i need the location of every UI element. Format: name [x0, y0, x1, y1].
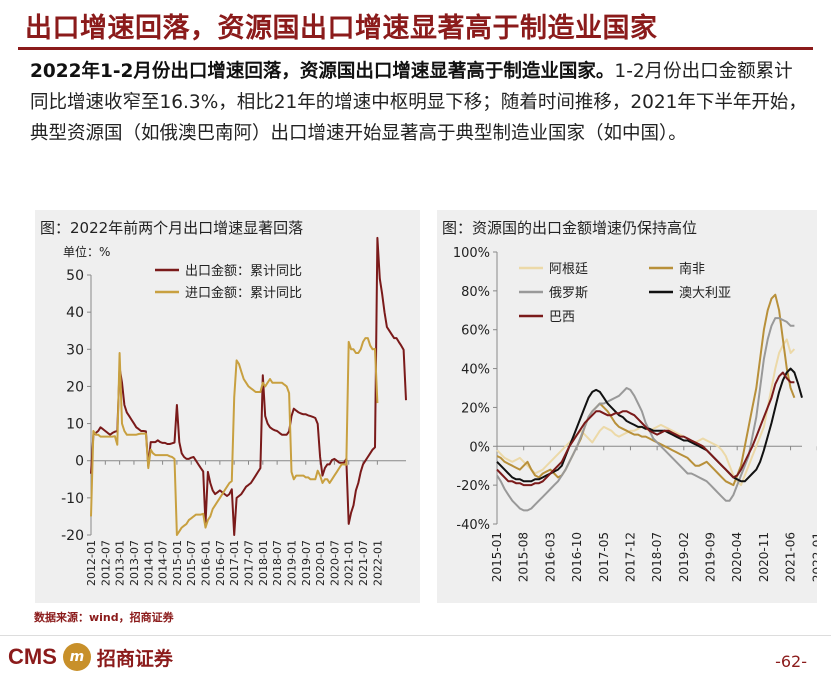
- legend-label: 澳大利亚: [679, 285, 731, 301]
- y-tick-label: -40%: [456, 518, 490, 533]
- summary-body: 1-2月份出口金额累计同比增速收窄至16.3%，相比21年的增速中枢明显下移；随…: [30, 61, 807, 144]
- series-line-2: [90, 337, 379, 536]
- x-tick-label: 2020-07: [328, 540, 341, 586]
- chart-panel-export-import: 图：2022年前两个月出口增速显著回落 单位：% 50 40 30 20 10 0 -10 -…: [35, 210, 420, 603]
- logo-chinese-name: 招商证券: [96, 647, 173, 670]
- x-tick-label: 2018-07: [650, 532, 664, 582]
- y-tick-label: -10: [61, 491, 84, 507]
- x-tick-label: 2019-09: [704, 532, 718, 582]
- footer-divider: [0, 635, 831, 636]
- y-tick-label: 20: [66, 379, 84, 395]
- y-tick-label: 50: [66, 268, 84, 284]
- legend-label: 出口金额：累计同比: [185, 263, 302, 279]
- y-tick-label: 100%: [453, 246, 490, 261]
- y-tick-label: 40: [66, 305, 84, 321]
- y-tick-label: 80%: [461, 285, 490, 300]
- y-tick-label: 0: [75, 454, 84, 470]
- summary-lead: 2022年1-2月份出口增速回落，资源国出口增速显著高于制造业国家。: [30, 61, 615, 82]
- x-tick-label: 2021-06: [784, 532, 798, 582]
- series-line-1: [496, 338, 796, 487]
- x-tick-label: 2017-01: [228, 540, 241, 586]
- x-tick-label: 2016-10: [570, 532, 584, 582]
- x-tick-label: 2012-01: [85, 540, 98, 586]
- x-tick-label: 2014-01: [142, 540, 155, 586]
- chart-title: 图：资源国的出口金额增速仍保持高位: [442, 219, 698, 237]
- series-line-3: [496, 317, 795, 512]
- x-tick-label: 2015-01: [171, 540, 184, 586]
- x-tick-label: 2017-12: [623, 532, 637, 582]
- y-tick-label: 60%: [461, 324, 490, 339]
- x-tick-label: 2018-07: [271, 540, 284, 586]
- legend-label: 阿根廷: [549, 262, 588, 277]
- x-tick-label: 2021-07: [357, 540, 370, 586]
- chart-panel-resource-countries: 图：资源国的出口金额增速仍保持高位 100% 80% 60% 40% 20% 0% -20%…: [437, 210, 817, 603]
- x-tick-label: 2013-01: [114, 540, 127, 586]
- chart-unit-label: 单位：%: [63, 245, 111, 259]
- x-tick-label: 2017-05: [597, 532, 611, 582]
- x-tick-label: 2019-01: [285, 540, 298, 586]
- x-tick-label: 2020-04: [730, 532, 744, 582]
- x-tick-label: 2018-01: [257, 540, 270, 586]
- summary-paragraph: 2022年1-2月份出口增速回落，资源国出口增速显著高于制造业国家。1-2月份出…: [30, 56, 810, 149]
- legend-label: 巴西: [549, 310, 575, 325]
- x-tick-label: 2020-01: [314, 540, 327, 586]
- brand-logo: CMS m 招商证券: [8, 642, 173, 672]
- x-tick-label: 2016-07: [214, 540, 227, 586]
- x-tick-label: 2016-03: [543, 532, 557, 582]
- legend-label: 俄罗斯: [549, 286, 588, 301]
- y-tick-label: 40%: [461, 363, 490, 378]
- x-tick-label: 2013-07: [128, 540, 141, 586]
- page-title: 出口增速回落，资源国出口增速显著高于制造业国家: [25, 13, 658, 44]
- y-tick-label: -20: [61, 528, 84, 544]
- x-tick-label: 2016-01: [200, 540, 213, 586]
- logo-text: CMS: [8, 644, 57, 669]
- x-tick-label: 2020-11: [757, 532, 771, 582]
- x-tick-label: 2021-01: [343, 540, 356, 586]
- x-tick-label: 2015-08: [517, 532, 531, 582]
- logo-emblem-icon: m: [62, 643, 91, 671]
- x-tick-label: 2022-01: [810, 532, 817, 582]
- chart-title: 图：2022年前两个月出口增速显著回落: [40, 219, 304, 237]
- y-tick-label: -20%: [456, 479, 490, 494]
- x-tick-label: 2015-01: [490, 532, 504, 582]
- line-chart-resource-countries: 100% 80% 60% 40% 20% 0% -20% -40%2015-01 2015-08…: [453, 246, 817, 582]
- x-tick-label: 2014-07: [157, 540, 170, 586]
- data-source-note: 数据来源：wind，招商证券: [34, 611, 174, 624]
- y-tick-label: 30: [66, 342, 84, 358]
- page-number: -62-: [775, 652, 807, 671]
- y-tick-label: 20%: [461, 401, 490, 416]
- y-tick-label: 10: [66, 417, 84, 433]
- x-tick-label: 2019-02: [677, 532, 691, 582]
- series-line-5: [496, 371, 795, 487]
- legend-label: 进口金额：累计同比: [185, 285, 302, 301]
- x-tick-label: 2017-07: [243, 540, 256, 586]
- y-tick-label: 0%: [469, 440, 490, 455]
- series-line-2: [496, 293, 796, 487]
- x-tick-label: 2019-07: [300, 540, 313, 586]
- x-tick-label: 2012-07: [99, 540, 112, 586]
- title-divider: [18, 47, 813, 50]
- series-line-1: [90, 236, 407, 536]
- x-tick-label: 2015-07: [185, 540, 198, 586]
- legend-label: 南非: [679, 261, 705, 277]
- x-tick-label: 2022-01: [371, 540, 384, 586]
